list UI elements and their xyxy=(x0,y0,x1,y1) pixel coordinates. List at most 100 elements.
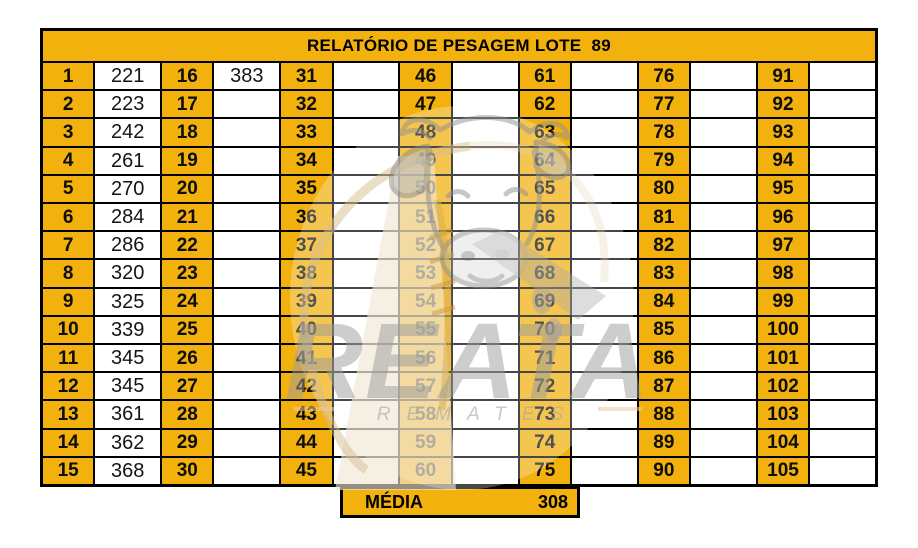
weight-value-cell: 362 xyxy=(95,429,161,456)
weight-value-cell xyxy=(333,288,399,315)
weight-value-cell xyxy=(571,429,637,456)
lot-number-cell: 74 xyxy=(519,429,570,456)
lot-number-cell: 43 xyxy=(281,401,332,428)
weight-value-cell xyxy=(810,345,875,372)
weight-value-cell xyxy=(333,457,399,484)
weight-value-cell xyxy=(452,373,518,400)
weight-value-cell xyxy=(214,119,280,146)
weight-value-cell xyxy=(452,232,518,259)
weight-value-cell xyxy=(810,260,875,287)
lot-number-cell: 24 xyxy=(162,288,213,315)
weight-value-cell xyxy=(691,175,756,202)
lot-number-cell: 105 xyxy=(757,457,809,484)
weight-value-cell xyxy=(691,204,756,231)
lot-number-cell: 18 xyxy=(162,119,213,146)
lot-number-cell: 55 xyxy=(400,316,451,343)
weighing-report-table: RELATÓRIO DE PESAGEM LOTE 89 1 221 16 383 31… xyxy=(40,28,878,487)
weight-value-cell xyxy=(214,345,280,372)
weight-value-cell xyxy=(333,119,399,146)
lot-number-cell: 7 xyxy=(43,232,94,259)
weight-value-cell xyxy=(333,204,399,231)
weight-value-cell xyxy=(214,373,280,400)
lot-number-cell: 88 xyxy=(638,401,690,428)
lot-number-cell: 52 xyxy=(400,232,451,259)
weight-value-cell: 286 xyxy=(95,232,161,259)
weight-value-cell xyxy=(452,288,518,315)
lot-number-cell: 71 xyxy=(519,345,570,372)
lot-number-cell: 63 xyxy=(519,119,570,146)
weight-value-cell xyxy=(452,345,518,372)
lot-number-cell: 5 xyxy=(43,175,94,202)
weight-value-cell xyxy=(452,91,518,118)
lot-number-cell: 25 xyxy=(162,316,213,343)
lot-number-cell: 32 xyxy=(281,91,332,118)
lot-number-cell: 33 xyxy=(281,119,332,146)
lot-number-cell: 28 xyxy=(162,401,213,428)
weight-value-cell xyxy=(571,204,637,231)
weight-value-cell: 361 xyxy=(95,401,161,428)
lot-number-cell: 73 xyxy=(519,401,570,428)
lot-number-cell: 37 xyxy=(281,232,332,259)
weight-value-cell xyxy=(571,345,637,372)
lot-number-cell: 6 xyxy=(43,204,94,231)
lot-number-cell: 61 xyxy=(519,63,570,90)
weight-value-cell xyxy=(810,232,875,259)
weight-value-cell xyxy=(333,260,399,287)
lot-number-cell: 22 xyxy=(162,232,213,259)
weight-value-cell xyxy=(214,429,280,456)
lot-number-cell: 101 xyxy=(757,345,809,372)
weight-value-cell xyxy=(810,147,875,174)
lot-number-cell: 13 xyxy=(43,401,94,428)
lot-number-cell: 91 xyxy=(757,63,809,90)
lot-number-cell: 49 xyxy=(400,147,451,174)
lot-number-cell: 23 xyxy=(162,260,213,287)
weight-value-cell xyxy=(452,147,518,174)
lot-number-cell: 11 xyxy=(43,345,94,372)
weight-value-cell xyxy=(691,232,756,259)
weight-value-cell xyxy=(810,119,875,146)
lot-number-cell: 51 xyxy=(400,204,451,231)
weight-value-cell xyxy=(571,232,637,259)
lot-number-cell: 1 xyxy=(43,63,94,90)
lot-number-cell: 10 xyxy=(43,316,94,343)
weight-value-cell: 339 xyxy=(95,316,161,343)
weight-value-cell xyxy=(571,260,637,287)
lot-number-cell: 8 xyxy=(43,260,94,287)
weight-value-cell xyxy=(810,316,875,343)
weight-value-cell xyxy=(571,147,637,174)
lot-number-cell: 81 xyxy=(638,204,690,231)
weight-value-cell xyxy=(214,260,280,287)
weight-value-cell xyxy=(333,63,399,90)
lot-number-cell: 58 xyxy=(400,401,451,428)
lot-number-cell: 35 xyxy=(281,175,332,202)
weight-value-cell xyxy=(691,373,756,400)
weight-value-cell xyxy=(333,401,399,428)
weight-value-cell xyxy=(691,288,756,315)
lot-number-cell: 60 xyxy=(400,457,451,484)
weight-value-cell xyxy=(810,457,875,484)
lot-number-cell: 85 xyxy=(638,316,690,343)
weight-value-cell xyxy=(214,91,280,118)
lot-number-cell: 34 xyxy=(281,147,332,174)
lot-number-cell: 56 xyxy=(400,345,451,372)
lot-number-cell: 17 xyxy=(162,91,213,118)
media-summary-box: MÉDIA 308 xyxy=(340,486,580,518)
weight-value-cell xyxy=(452,175,518,202)
weight-value-cell xyxy=(810,63,875,90)
weight-value-cell xyxy=(452,260,518,287)
lot-number-cell: 46 xyxy=(400,63,451,90)
lot-number-cell: 39 xyxy=(281,288,332,315)
media-label: MÉDIA xyxy=(365,491,423,512)
lot-number-cell: 98 xyxy=(757,260,809,287)
weight-value-cell xyxy=(691,457,756,484)
weight-value-cell: 383 xyxy=(214,63,280,90)
lot-number-cell: 89 xyxy=(638,429,690,456)
weight-value-cell xyxy=(571,63,637,90)
weight-value-cell xyxy=(214,232,280,259)
weight-value-cell xyxy=(691,401,756,428)
weight-value-cell xyxy=(452,429,518,456)
lot-number-cell: 87 xyxy=(638,373,690,400)
weight-value-cell xyxy=(691,91,756,118)
lot-number-cell: 72 xyxy=(519,373,570,400)
weight-value-cell xyxy=(333,316,399,343)
